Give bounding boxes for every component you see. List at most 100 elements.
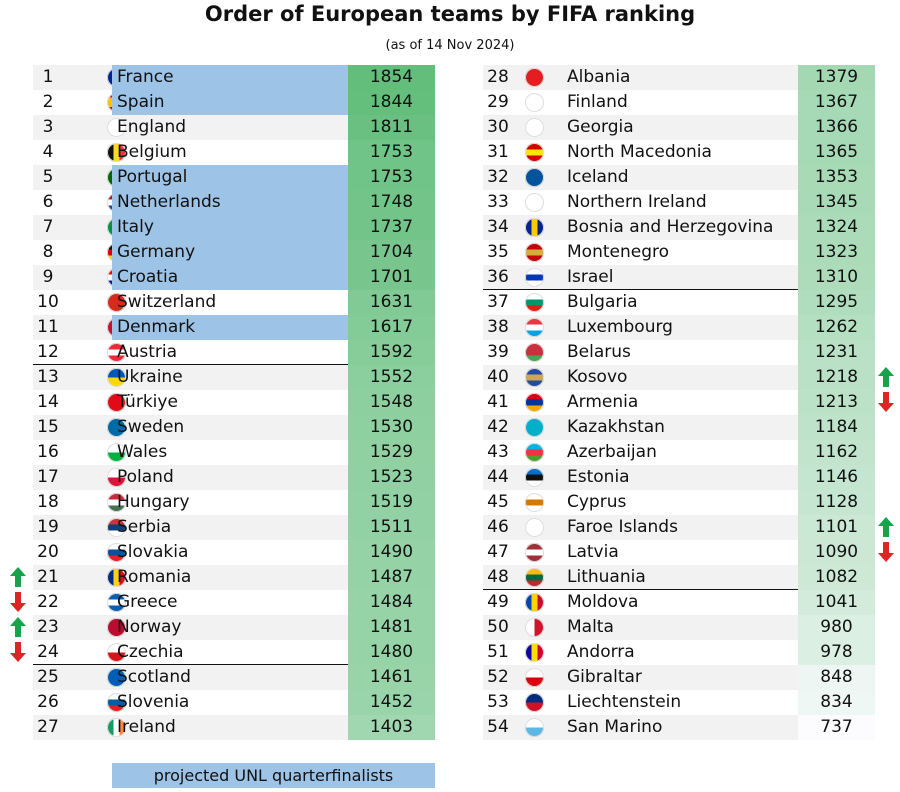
team-name: Scotland [117, 667, 191, 687]
team-name: Greece [117, 592, 178, 612]
rank: 9 [42, 267, 54, 287]
table-row: 28 Albania 1379 [483, 65, 875, 90]
points: 1218 [798, 365, 875, 390]
table-row: 6 Netherlands 1748 [33, 190, 435, 215]
rank: 26 [37, 692, 59, 712]
table-row: 1 France 1854 [33, 65, 435, 90]
trend-arrow [877, 516, 895, 538]
points: 1484 [348, 590, 435, 615]
rank: 5 [42, 167, 54, 187]
table-row: 53 Liechtenstein 834 [483, 690, 875, 715]
table-row: 16 Wales 1529 [33, 440, 435, 465]
rank: 22 [37, 592, 59, 612]
table-row: 19 Serbia 1511 [33, 515, 435, 540]
title: Order of European teams by FIFA ranking [204, 2, 696, 26]
flag-icon [525, 468, 544, 487]
team-name: North Macedonia [567, 142, 712, 162]
trend-arrow [9, 566, 27, 588]
flag-icon [525, 493, 544, 512]
flag-icon [107, 293, 126, 312]
table-row: 43 Azerbaijan 1162 [483, 440, 875, 465]
flag-icon [525, 318, 544, 337]
team-name: Finland [567, 92, 628, 112]
team-name: Bosnia and Herzegovina [567, 217, 774, 237]
team-name: Kazakhstan [567, 417, 665, 437]
flag-icon [525, 443, 544, 462]
arrow-icon [10, 642, 26, 662]
flag-icon [107, 568, 126, 587]
rank: 24 [37, 642, 59, 662]
table-row: 54 San Marino 737 [483, 715, 875, 740]
points: 1090 [798, 540, 875, 565]
table-row: 8 Germany 1704 [33, 240, 435, 265]
flag-icon [525, 593, 544, 612]
flag-icon [525, 68, 544, 87]
team-name: San Marino [567, 717, 663, 737]
flag-icon [107, 368, 126, 387]
points: 1748 [348, 190, 435, 215]
table-row: 24 Czechia 1480 [10, 640, 435, 665]
table-row: 41 Armenia 1213 [483, 390, 894, 415]
team-name: Sweden [117, 417, 185, 437]
flag-icon [525, 693, 544, 712]
points: 1480 [348, 640, 435, 665]
team-name: Gibraltar [567, 667, 642, 687]
flag-icon [107, 443, 126, 462]
table-row: 29 Finland 1367 [483, 90, 875, 115]
rank: 30 [487, 117, 509, 137]
flag-icon [107, 118, 126, 137]
points: 834 [798, 690, 875, 715]
points: 1184 [798, 415, 875, 440]
points: 1366 [798, 115, 875, 140]
rank: 38 [487, 317, 509, 337]
points: 1345 [798, 190, 875, 215]
table-row: 30 Georgia 1366 [483, 115, 875, 140]
rank: 20 [37, 542, 59, 562]
points: 1548 [348, 390, 435, 415]
flag-icon [525, 643, 544, 662]
team-name: Germany [117, 242, 196, 262]
rank: 39 [487, 342, 509, 362]
rank: 7 [42, 217, 54, 237]
points: 1854 [348, 65, 435, 90]
table-row: 3 England 1811 [33, 115, 435, 140]
rank: 34 [487, 217, 509, 237]
rank: 37 [487, 292, 509, 312]
flag-icon [107, 643, 126, 662]
table-row: 50 Malta 980 [483, 615, 875, 640]
points: 1523 [348, 465, 435, 490]
points: 1262 [798, 315, 875, 340]
rank: 10 [37, 292, 59, 312]
unl-highlight [112, 165, 348, 190]
team-name: Switzerland [117, 292, 217, 312]
table-row: 15 Sweden 1530 [33, 415, 435, 440]
points: 1704 [348, 240, 435, 265]
table-row: 46 Faroe Islands 1101 [483, 515, 894, 540]
points: 1323 [798, 240, 875, 265]
rank: 12 [37, 342, 59, 362]
unl-highlight [112, 65, 348, 90]
rank: 27 [37, 717, 59, 737]
team-name: Türkiye [117, 392, 178, 412]
points: 737 [798, 715, 875, 740]
table-row: 44 Estonia 1146 [483, 465, 875, 490]
points: 1530 [348, 415, 435, 440]
flag-icon [107, 493, 126, 512]
points: 1128 [798, 490, 875, 515]
team-name: Spain [117, 92, 165, 112]
rank: 42 [487, 417, 509, 437]
rank: 46 [487, 517, 509, 537]
flag-icon [107, 343, 126, 362]
table-row: 35 Montenegro 1323 [483, 240, 875, 265]
flag-icon [525, 193, 544, 212]
points: 1753 [348, 140, 435, 165]
rank: 3 [42, 117, 54, 137]
team-name: Kosovo [567, 367, 628, 387]
flag-icon [525, 343, 544, 362]
rank: 31 [487, 142, 509, 162]
table-row: 25 Scotland 1461 [33, 665, 435, 690]
rank: 52 [487, 667, 509, 687]
points: 1295 [798, 290, 875, 315]
team-name: Georgia [567, 117, 634, 137]
points: 1082 [798, 565, 875, 590]
